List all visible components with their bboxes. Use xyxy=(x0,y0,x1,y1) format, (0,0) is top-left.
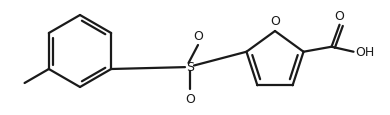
Text: O: O xyxy=(185,92,195,105)
Text: OH: OH xyxy=(356,46,375,59)
Text: O: O xyxy=(270,15,280,28)
Text: S: S xyxy=(186,61,194,74)
Text: O: O xyxy=(335,10,344,23)
Text: O: O xyxy=(193,30,203,43)
